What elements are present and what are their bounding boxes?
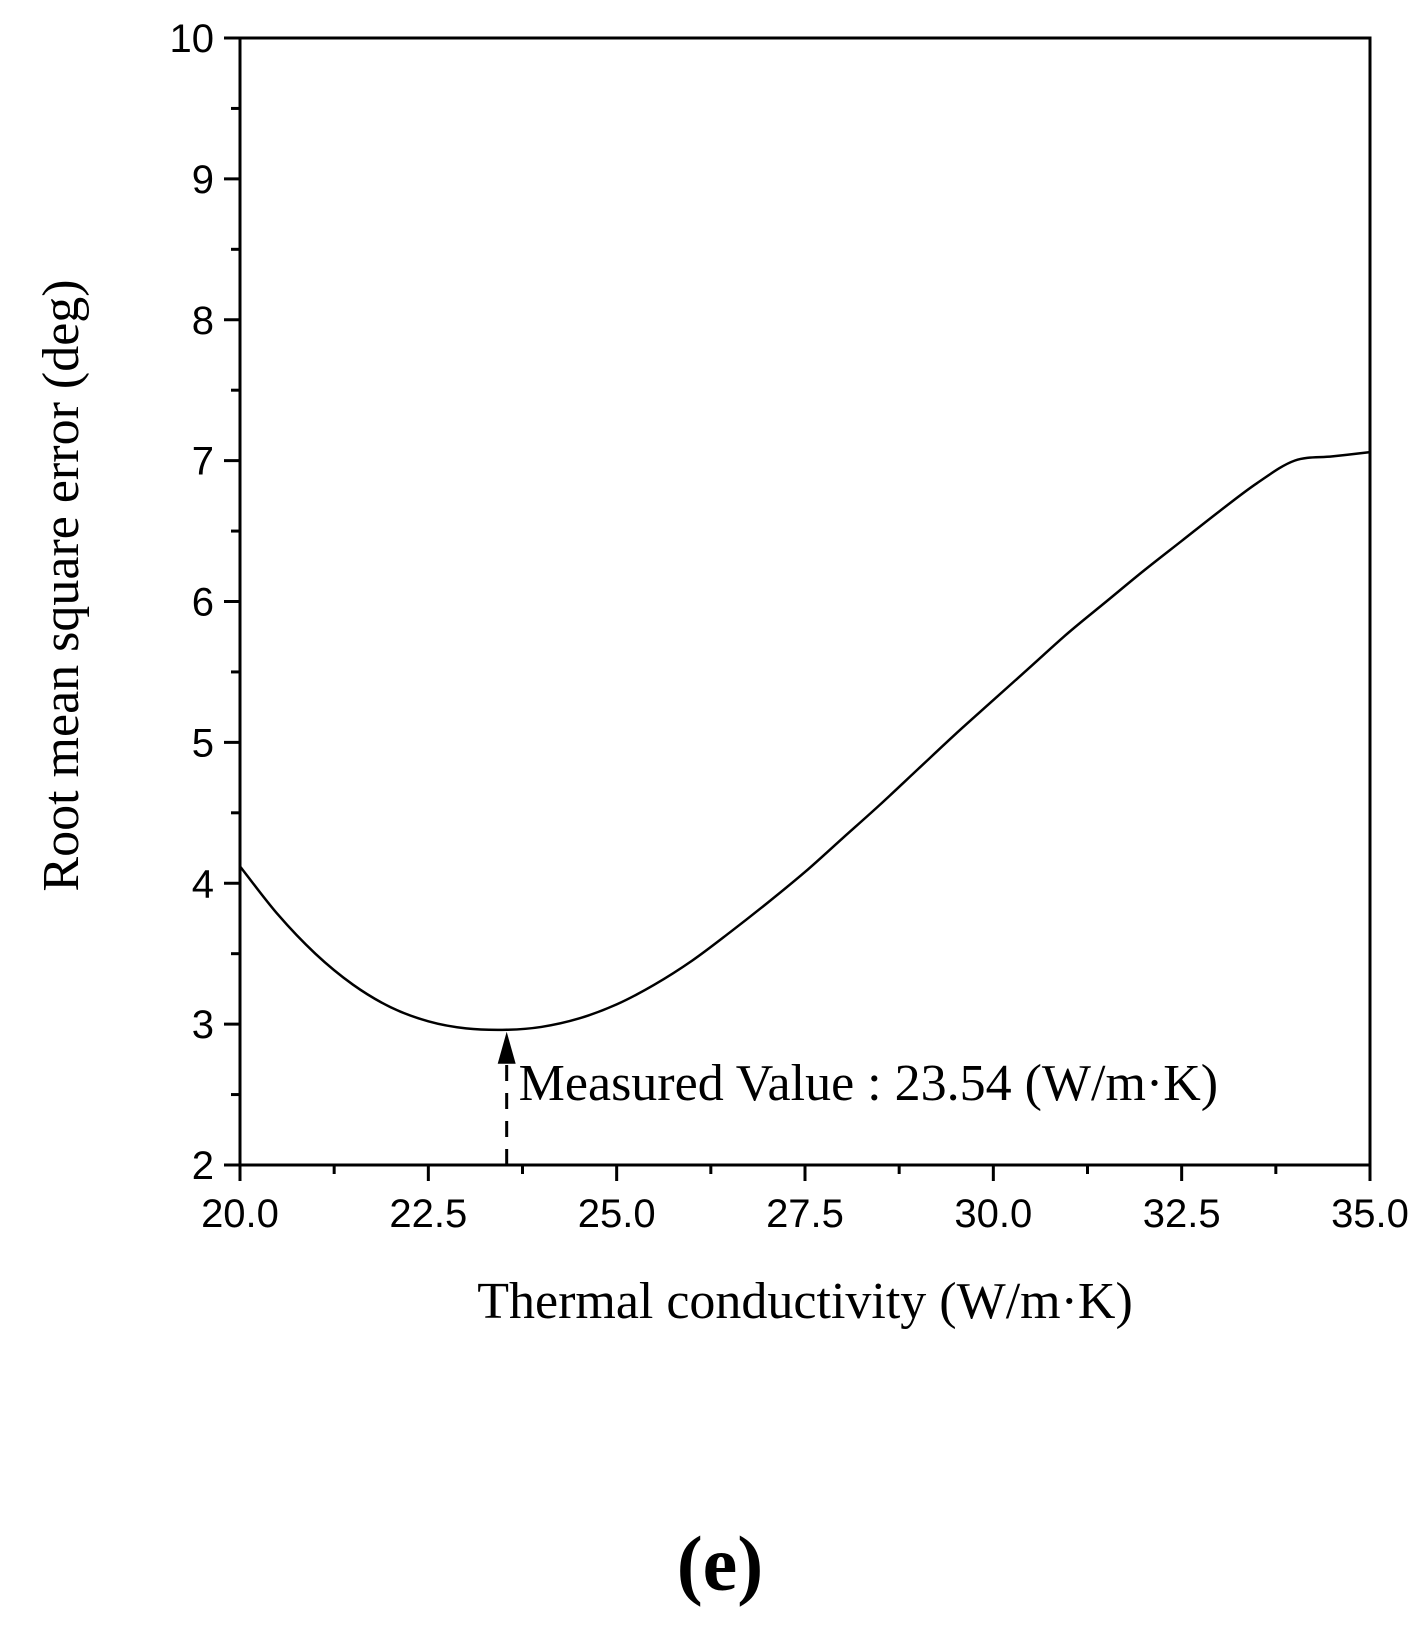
measured-value-arrow-head [497,1031,516,1064]
y-tick-label: 5 [192,721,214,765]
axis-tick-labels: 20.0 22.5 25.0 27.5 30.0 32.5 35.0 2 3 4 5 6 7 8 9 10 [170,17,1409,1236]
plot-frame [238,36,1372,1167]
panel-label: (e) [677,1520,764,1607]
x-tick-label: 27.5 [766,1192,844,1236]
y-tick-label: 9 [192,158,214,202]
x-tick-label: 25.0 [578,1192,656,1236]
y-tick-label: 8 [192,299,214,343]
y-tick-label: 2 [192,1144,214,1188]
x-tick-label: 20.0 [201,1192,279,1236]
y-axis-title: Root mean square error (deg) [33,279,90,891]
x-tick-label: 32.5 [1143,1192,1221,1236]
y-tick-label: 7 [192,440,214,484]
y-tick-label: 6 [192,581,214,625]
x-tick-label: 22.5 [389,1192,467,1236]
rmse-series-line [239,450,1371,1032]
y-tick-label: 10 [170,17,215,61]
measured-value-annotation: Measured Value : 23.54 (W/m·K) [519,1055,1218,1112]
x-axis-title: Thermal conductivity (W/m·K) [477,1273,1133,1330]
y-tick-label: 3 [192,1003,214,1047]
y-tick-label: 4 [192,862,214,906]
x-tick-label: 35.0 [1331,1192,1409,1236]
x-tick-label: 30.0 [954,1192,1032,1236]
